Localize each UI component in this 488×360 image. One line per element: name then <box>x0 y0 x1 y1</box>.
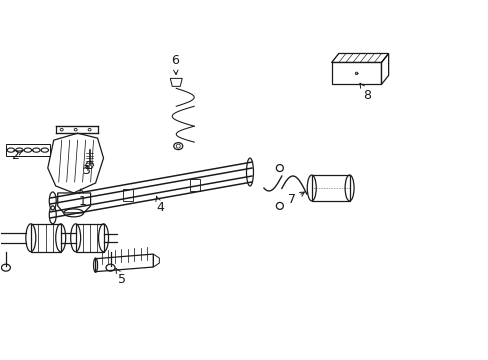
Text: 4: 4 <box>156 196 164 215</box>
Text: 3: 3 <box>81 163 89 176</box>
Text: 7: 7 <box>287 192 304 206</box>
Text: 1: 1 <box>79 189 86 208</box>
Text: 6: 6 <box>171 54 179 75</box>
Text: 2: 2 <box>11 149 22 162</box>
Text: 8: 8 <box>359 83 371 102</box>
Text: 5: 5 <box>115 268 126 286</box>
